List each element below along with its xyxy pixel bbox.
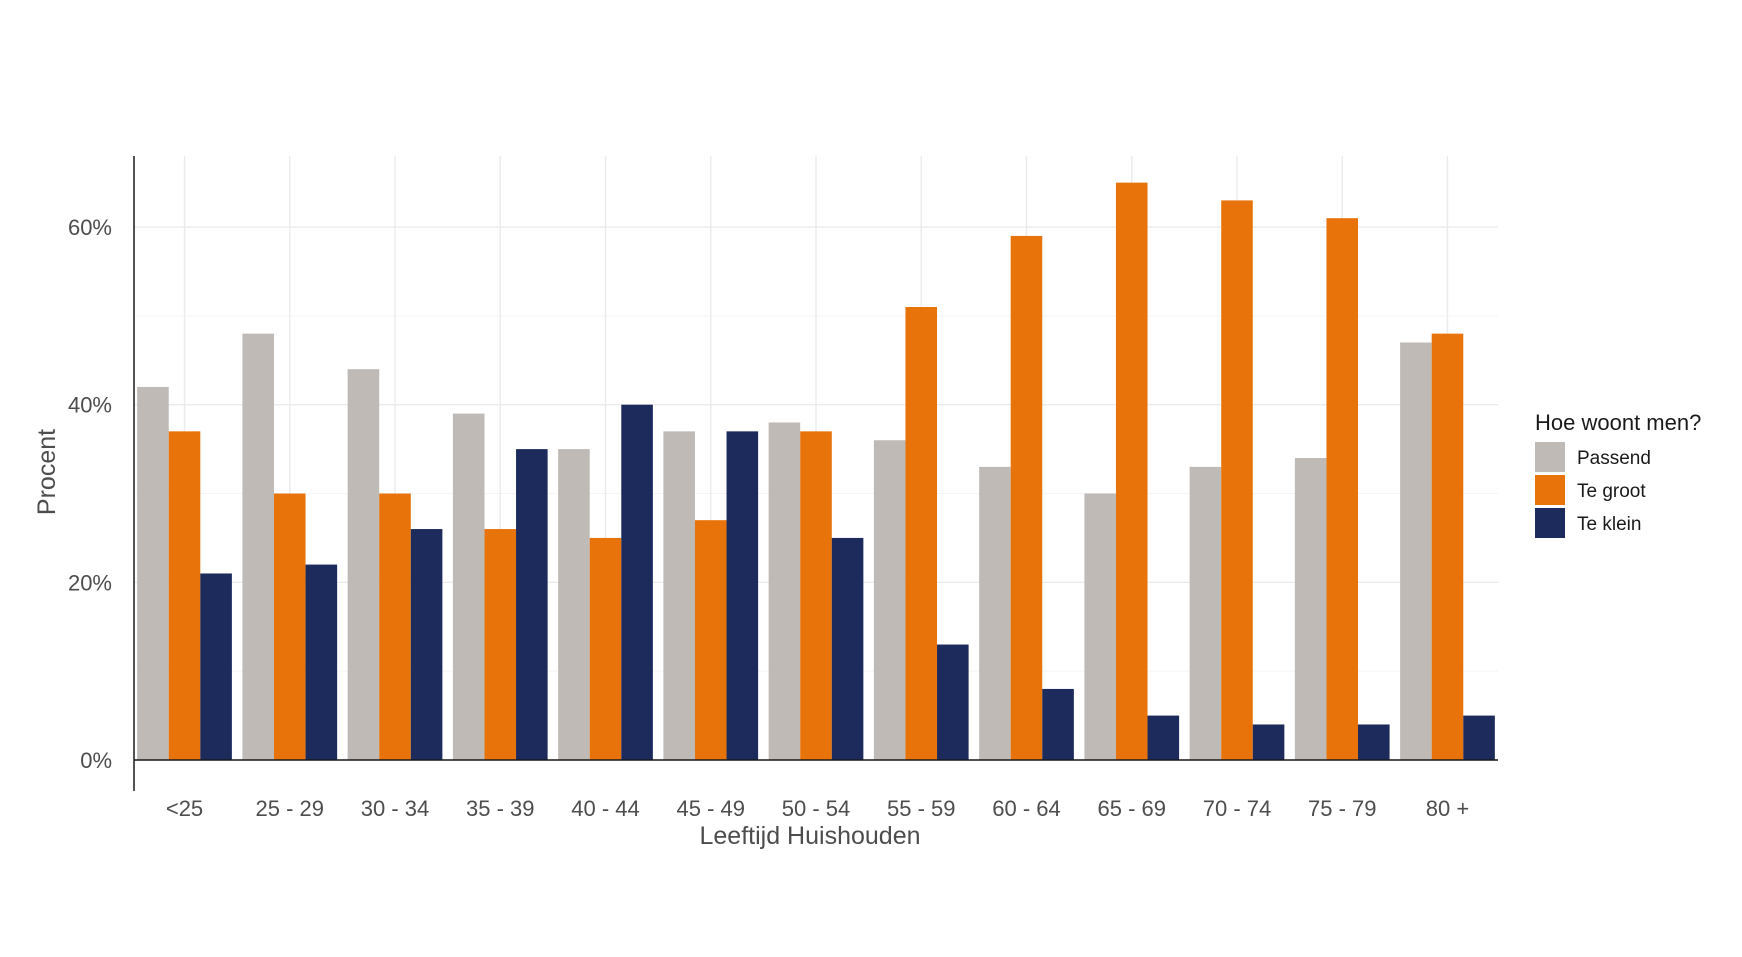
bar-te-groot: [379, 493, 411, 760]
legend-items: Passend Te groot Te klein: [1535, 442, 1651, 538]
x-tick-label: 30 - 34: [361, 796, 430, 821]
x-tick-label: 75 - 79: [1308, 796, 1377, 821]
legend-item: Te groot: [1535, 475, 1646, 505]
y-tick-label: 20%: [68, 570, 112, 595]
legend-title: Hoe woont men?: [1535, 410, 1701, 435]
bar-passend: [663, 431, 695, 760]
legend-swatch: [1535, 475, 1565, 505]
x-tick-label: 50 - 54: [782, 796, 851, 821]
bar-group: [1294, 218, 1390, 761]
bar-group: [663, 431, 759, 760]
axes: [133, 156, 1498, 791]
y-tick-labels: 0% 20% 40% 60%: [68, 215, 112, 773]
x-axis-title: Leeftijd Huishouden: [700, 822, 921, 850]
legend: Hoe woont men? Passend Te groot Te klein: [1535, 410, 1701, 538]
bar-group: [768, 422, 864, 760]
bar-group: [1084, 182, 1180, 760]
bar-passend: [558, 449, 590, 760]
bar-group: [137, 386, 232, 760]
y-tick-label: 60%: [68, 215, 112, 240]
bar-group: [347, 369, 443, 760]
x-tick-labels: <25 25 - 29 30 - 34 35 - 39 40 - 44 45 - 49 50…: [166, 796, 1469, 821]
bar-passend: [768, 422, 801, 760]
bar-te-klein: [621, 404, 653, 760]
bar-passend: [452, 413, 485, 760]
y-axis-title: Procent: [33, 429, 61, 515]
bar-te-klein: [831, 537, 864, 760]
x-tick-label: 35 - 39: [466, 796, 535, 821]
bar-te-klein: [1252, 724, 1285, 760]
bars: [137, 182, 1495, 761]
bar-te-groot: [1010, 235, 1043, 761]
bar-te-klein: [200, 573, 232, 760]
bar-te-groot: [1115, 182, 1148, 760]
x-tick-label: 45 - 49: [677, 796, 746, 821]
bar-te-klein: [1042, 688, 1074, 760]
bar-te-groot: [905, 307, 938, 760]
bar-te-groot: [168, 431, 201, 760]
bar-passend: [347, 369, 380, 760]
x-tick-label: <25: [166, 796, 203, 821]
bar-te-groot: [589, 537, 622, 760]
x-tick-label: 60 - 64: [992, 796, 1061, 821]
bar-te-groot: [273, 493, 306, 760]
x-tick-label: 40 - 44: [571, 796, 640, 821]
bar-te-groot: [694, 520, 727, 760]
bar-te-groot: [484, 529, 517, 760]
legend-label: Passend: [1577, 448, 1651, 469]
legend-item: Passend: [1535, 442, 1651, 472]
x-tick-label: 70 - 74: [1203, 796, 1272, 821]
bar-group: [452, 413, 548, 760]
x-tick-label: 80 +: [1426, 796, 1469, 821]
bar-group: [1189, 200, 1285, 761]
x-tick-label: 25 - 29: [256, 796, 325, 821]
bar-te-klein: [726, 431, 759, 760]
bar-passend: [242, 333, 274, 760]
legend-swatch: [1535, 442, 1565, 472]
x-tick-label: 65 - 69: [1097, 796, 1166, 821]
bar-te-groot: [1221, 200, 1253, 761]
bar-group: [1400, 333, 1495, 760]
legend-item: Te klein: [1535, 508, 1641, 538]
bar-te-klein: [1463, 715, 1495, 760]
bar-passend: [1400, 342, 1432, 760]
bar-group: [979, 235, 1074, 761]
x-tick-label: 55 - 59: [887, 796, 956, 821]
bar-passend: [1084, 493, 1116, 760]
bar-te-klein: [937, 644, 969, 760]
bar-te-groot: [1431, 333, 1464, 760]
bar-passend: [137, 386, 169, 760]
bar-group: [558, 404, 653, 760]
bar-passend: [1189, 466, 1222, 760]
bar-passend: [873, 440, 906, 760]
bar-group: [873, 307, 969, 760]
legend-swatch: [1535, 508, 1565, 538]
bar-te-klein: [516, 449, 548, 760]
bar-te-groot: [1326, 218, 1359, 761]
bar-te-klein: [1147, 715, 1180, 760]
bar-passend: [979, 466, 1011, 760]
bar-group: [242, 333, 338, 760]
legend-label: Te klein: [1577, 514, 1641, 535]
bar-te-klein: [1358, 724, 1390, 760]
y-tick-label: 40%: [68, 393, 112, 418]
legend-label: Te groot: [1577, 481, 1646, 502]
bar-te-klein: [305, 564, 338, 760]
bar-te-groot: [800, 431, 832, 760]
y-tick-label: 0%: [80, 748, 112, 773]
bar-passend: [1294, 458, 1327, 760]
bar-te-klein: [410, 529, 443, 760]
